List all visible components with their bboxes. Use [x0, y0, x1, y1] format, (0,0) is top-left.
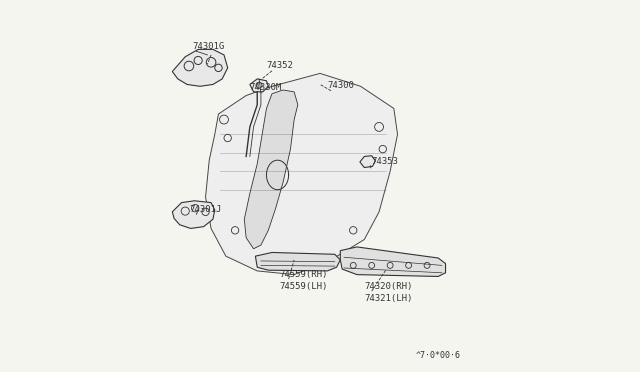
Polygon shape [172, 49, 228, 86]
Text: 74559(RH): 74559(RH) [280, 270, 328, 279]
Text: 74352: 74352 [266, 61, 293, 70]
Text: 74330M: 74330M [250, 83, 282, 92]
Polygon shape [360, 156, 376, 167]
Polygon shape [205, 73, 397, 275]
Polygon shape [255, 253, 340, 271]
Text: 74321(LH): 74321(LH) [364, 294, 413, 304]
Text: ^7·0*00·6: ^7·0*00·6 [415, 350, 460, 359]
Text: 74320(RH): 74320(RH) [364, 282, 413, 291]
Text: 74301G: 74301G [193, 42, 225, 51]
Text: 74301J: 74301J [189, 205, 221, 214]
Text: 74559(LH): 74559(LH) [280, 282, 328, 291]
Polygon shape [340, 247, 445, 276]
Polygon shape [244, 90, 298, 249]
Text: 74353: 74353 [372, 157, 399, 166]
Polygon shape [250, 79, 268, 92]
Text: 74300: 74300 [328, 81, 355, 90]
Polygon shape [172, 201, 215, 228]
